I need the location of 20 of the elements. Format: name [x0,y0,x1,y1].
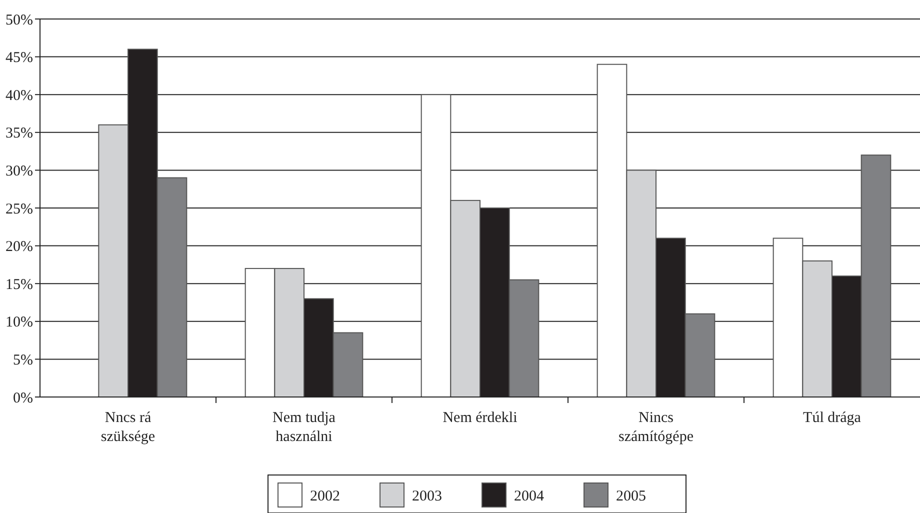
y-tick-label: 50% [6,12,33,28]
legend-label: 2003 [412,488,442,504]
legend-label: 2004 [514,488,544,504]
y-tick-label: 30% [6,163,33,180]
y-tick-label: 5% [13,352,33,368]
y-tick-label: 15% [6,276,33,293]
legend-label: 2005 [616,488,646,504]
y-tick-label: 20% [6,239,33,256]
y-tick-label: 10% [6,314,33,331]
y-tick-label: 0% [13,390,33,406]
x-tick-label: Nem tudja használni [272,410,336,445]
x-tick-label: Nncs rá szüksége [100,410,156,445]
x-tick-label: Nem érdekli [442,410,518,426]
x-tick-label: Nincs számítógépe [618,410,694,445]
y-tick-label: 45% [6,50,33,66]
y-tick-label: 35% [6,126,33,142]
y-tick-label: 40% [6,88,33,104]
x-tick-label: Túl drága [803,410,862,426]
legend-label: 2002 [310,488,340,504]
y-tick-label: 25% [6,201,33,218]
